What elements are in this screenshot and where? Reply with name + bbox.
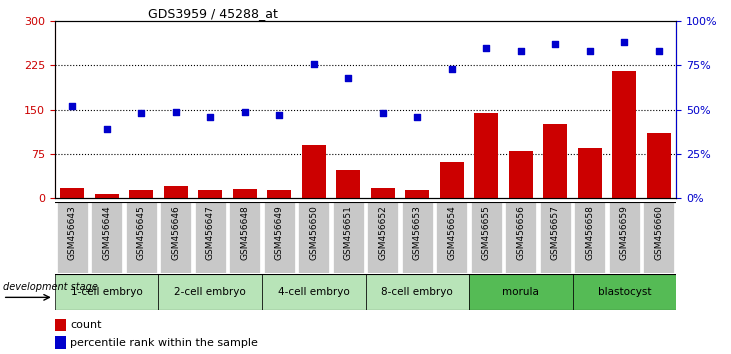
Point (101, 126, 113, 132)
Bar (232, 189, 257, 198)
Text: blastocyst: blastocyst (598, 287, 651, 297)
FancyBboxPatch shape (194, 202, 226, 273)
Point (550, 41, 561, 47)
Text: GSM456648: GSM456648 (240, 205, 249, 260)
FancyBboxPatch shape (471, 202, 502, 273)
Text: 1-cell embryo: 1-cell embryo (71, 287, 143, 297)
Bar (543, 125, 567, 198)
Text: GSM456653: GSM456653 (413, 205, 422, 260)
Point (135, 110, 147, 116)
Text: 8-cell embryo: 8-cell embryo (382, 287, 453, 297)
FancyBboxPatch shape (572, 274, 676, 310)
Text: GSM456660: GSM456660 (654, 205, 664, 260)
FancyBboxPatch shape (126, 202, 156, 273)
Text: GSM456645: GSM456645 (137, 205, 145, 260)
Point (618, 40, 630, 45)
Text: GSM456658: GSM456658 (586, 205, 594, 260)
Text: development stage: development stage (3, 282, 98, 292)
FancyBboxPatch shape (469, 274, 572, 310)
FancyBboxPatch shape (609, 202, 640, 273)
FancyBboxPatch shape (55, 274, 159, 310)
Bar (129, 190, 154, 198)
Text: GSM456656: GSM456656 (516, 205, 526, 260)
Text: 4-cell embryo: 4-cell embryo (278, 287, 349, 297)
Bar (509, 151, 533, 198)
Bar (577, 148, 602, 198)
Point (308, 61, 319, 67)
Bar (94, 194, 118, 198)
Point (515, 48, 526, 54)
Bar (267, 190, 291, 198)
Text: GSM456646: GSM456646 (171, 205, 180, 260)
Bar (474, 113, 499, 198)
FancyBboxPatch shape (539, 202, 571, 273)
Text: GSM456643: GSM456643 (67, 205, 77, 260)
Bar (371, 188, 395, 198)
Point (204, 114, 216, 120)
Point (239, 109, 251, 114)
FancyBboxPatch shape (298, 202, 329, 273)
Bar (60, 188, 84, 198)
Point (273, 112, 285, 118)
Point (446, 66, 458, 72)
Text: GSM456647: GSM456647 (205, 205, 215, 260)
FancyBboxPatch shape (91, 202, 122, 273)
Bar (336, 170, 360, 198)
Bar (613, 72, 637, 198)
Bar (302, 145, 326, 198)
Text: GSM456655: GSM456655 (482, 205, 491, 260)
Text: GSM456649: GSM456649 (275, 205, 284, 260)
FancyBboxPatch shape (159, 274, 262, 310)
Text: 2-cell embryo: 2-cell embryo (174, 287, 246, 297)
Point (412, 114, 423, 120)
Bar (164, 187, 188, 198)
Point (342, 75, 354, 81)
FancyBboxPatch shape (262, 274, 366, 310)
Point (377, 110, 389, 116)
Text: GDS3959 / 45288_at: GDS3959 / 45288_at (148, 7, 278, 20)
Bar (440, 162, 464, 198)
FancyBboxPatch shape (505, 202, 537, 273)
Text: GSM456657: GSM456657 (551, 205, 560, 260)
Text: GSM456651: GSM456651 (344, 205, 353, 260)
Text: count: count (70, 320, 102, 330)
FancyBboxPatch shape (575, 202, 605, 273)
FancyBboxPatch shape (333, 202, 364, 273)
FancyBboxPatch shape (643, 202, 675, 273)
Bar (55, 336, 66, 349)
Text: GSM456650: GSM456650 (309, 205, 318, 260)
Text: GSM456659: GSM456659 (620, 205, 629, 260)
Bar (647, 133, 671, 198)
FancyBboxPatch shape (264, 202, 295, 273)
FancyBboxPatch shape (160, 202, 192, 273)
Point (480, 45, 492, 51)
Text: morula: morula (502, 287, 539, 297)
Text: GSM456654: GSM456654 (447, 205, 456, 260)
FancyBboxPatch shape (56, 202, 88, 273)
FancyBboxPatch shape (367, 202, 398, 273)
Bar (405, 190, 429, 198)
Point (67, 103, 78, 109)
Text: percentile rank within the sample: percentile rank within the sample (70, 338, 258, 348)
Point (653, 48, 664, 54)
Bar (198, 190, 222, 198)
Text: GSM456652: GSM456652 (378, 205, 387, 260)
FancyBboxPatch shape (229, 202, 260, 273)
Bar (55, 319, 66, 331)
Point (584, 48, 596, 54)
Point (170, 109, 181, 114)
Text: GSM456644: GSM456644 (102, 205, 111, 260)
FancyBboxPatch shape (402, 202, 433, 273)
FancyBboxPatch shape (436, 202, 467, 273)
FancyBboxPatch shape (366, 274, 469, 310)
